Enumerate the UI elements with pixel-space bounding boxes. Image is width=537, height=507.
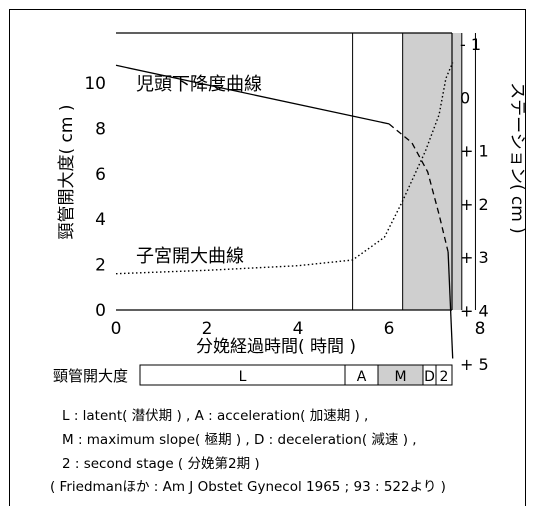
- y-tick-label-2: 4: [95, 210, 106, 230]
- phase-bar-segment-label-2: M: [394, 369, 406, 385]
- x-tick-label-3: 6: [384, 319, 395, 339]
- y2-tick-label-1: 0: [460, 88, 470, 107]
- y2-tick-label-2: + 1: [460, 142, 489, 161]
- descent-curve-label: 児頭下降度曲線: [136, 74, 262, 95]
- y-tick-label-3: 6: [95, 165, 106, 185]
- phase-bar-label: 頸管開大度: [53, 367, 128, 385]
- x-tick-label-2: 4: [293, 319, 304, 339]
- y2-tick-label-6: + 5: [460, 355, 489, 374]
- y-tick-label-0: 0: [95, 301, 106, 321]
- y2-tick-label-4: + 3: [460, 248, 489, 267]
- x-tick-label-1: 2: [202, 319, 213, 339]
- descent-curve-line: [115, 64, 390, 125]
- dilatation-curve-label: 子宮開大曲線: [136, 246, 244, 267]
- y2-tick-label-3: + 2: [460, 195, 489, 214]
- descent-curve-tail: [447, 251, 454, 359]
- legend-line-3: 2 : second stage ( 分娩第2期 ): [62, 456, 260, 472]
- phase-bar-segment-4: [435, 364, 453, 386]
- x-tick-label-4: 8: [475, 319, 486, 339]
- y-tick-label-5: 10: [84, 74, 106, 94]
- dilatation-curve-line: [115, 62, 454, 275]
- phase-bar-segment-label-0: L: [239, 369, 247, 385]
- shaded-phase-region: [402, 33, 462, 310]
- y2-tick-label-5: + 4: [460, 302, 489, 321]
- phase-bar-segment-label-4: 2: [440, 369, 449, 385]
- legend-line-2: M : maximum slope( 極期 ) , D : decelerati…: [62, 432, 417, 448]
- legend-line-4: ( Friedmanほか : Am J Obstet Gynecol 1965 …: [50, 479, 446, 495]
- legend-line-1: L : latent( 潜伏期 ) , A : acceleration( 加速…: [62, 408, 369, 424]
- y2-tick-label-0: - 1: [460, 35, 481, 54]
- y-axis-title: 頸管開大度( cm ): [57, 105, 77, 240]
- y-tick-label-4: 8: [95, 119, 106, 139]
- x-axis-title: 分娩経過時間( 時間 ): [196, 337, 356, 357]
- y-tick-label-1: 2: [95, 256, 106, 276]
- y2-axis-title: ステーション( cm ): [507, 82, 527, 234]
- phase-bar-segment-label-1: A: [357, 369, 367, 385]
- descent-curve-dashed: [388, 123, 449, 253]
- x-tick-label-0: 0: [111, 319, 122, 339]
- figure-frame: [9, 9, 526, 506]
- phase-bar-segment-label-3: D: [424, 369, 435, 385]
